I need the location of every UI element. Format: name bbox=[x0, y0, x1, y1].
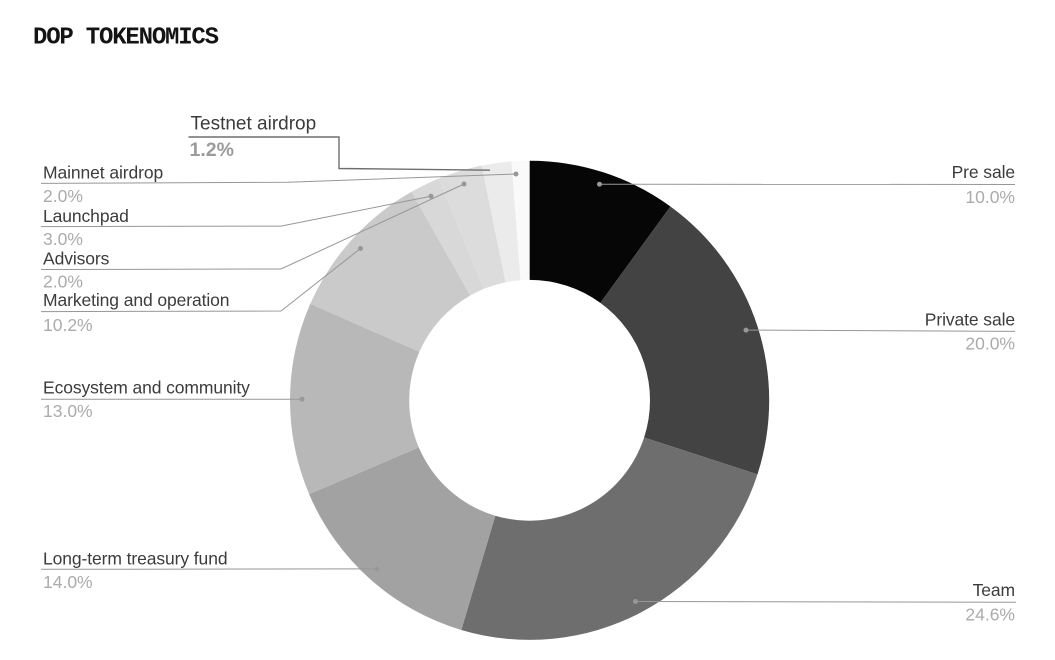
svg-text:2.0%: 2.0% bbox=[43, 186, 83, 206]
svg-text:Pre sale: Pre sale bbox=[952, 162, 1015, 182]
svg-text:14.0%: 14.0% bbox=[43, 572, 93, 592]
svg-text:13.0%: 13.0% bbox=[43, 401, 93, 421]
svg-text:10.0%: 10.0% bbox=[965, 187, 1015, 207]
svg-text:Private sale: Private sale bbox=[925, 310, 1015, 330]
svg-text:Mainnet airdrop: Mainnet airdrop bbox=[43, 162, 163, 182]
svg-text:3.0%: 3.0% bbox=[43, 229, 83, 249]
svg-text:Testnet airdrop: Testnet airdrop bbox=[191, 114, 317, 135]
svg-text:Launchpad: Launchpad bbox=[43, 206, 129, 226]
svg-text:10.2%: 10.2% bbox=[43, 315, 93, 335]
svg-text:Team: Team bbox=[973, 580, 1015, 600]
svg-text:20.0%: 20.0% bbox=[965, 334, 1015, 354]
svg-text:Marketing and operation: Marketing and operation bbox=[43, 290, 229, 310]
svg-text:Ecosystem and community: Ecosystem and community bbox=[43, 378, 250, 398]
svg-text:2.0%: 2.0% bbox=[43, 272, 83, 292]
svg-text:Advisors: Advisors bbox=[43, 249, 110, 269]
svg-text:DOP TOKENOMICS: DOP TOKENOMICS bbox=[33, 25, 219, 52]
svg-text:24.6%: 24.6% bbox=[965, 604, 1015, 624]
svg-text:1.2%: 1.2% bbox=[190, 139, 234, 161]
svg-text:Long-term treasury fund: Long-term treasury fund bbox=[43, 548, 227, 568]
